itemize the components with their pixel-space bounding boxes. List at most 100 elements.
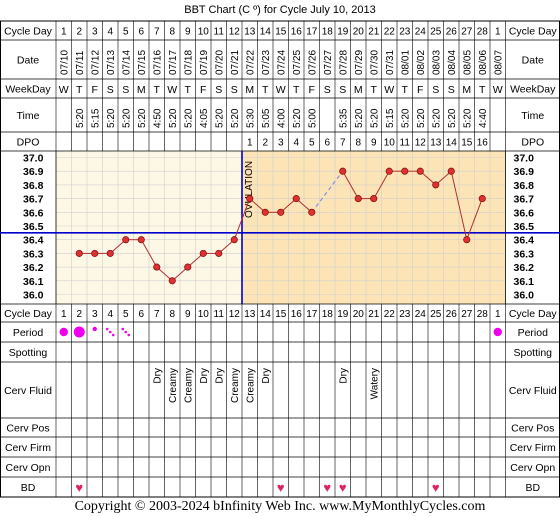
weekday-label: M xyxy=(354,84,363,96)
y-tick-label-left: 37.0 xyxy=(23,153,44,165)
cerv-fluid-entry: Watery xyxy=(369,368,380,399)
cycle-day-number: 17 xyxy=(306,27,318,38)
cycle-day-number: 1 xyxy=(61,309,67,320)
cycle-day-number: 15 xyxy=(275,309,287,320)
time-label: 4:40 xyxy=(478,108,489,128)
row-label-right: Period xyxy=(518,327,549,339)
date-label: 07/25 xyxy=(292,50,303,75)
date-label: 08/04 xyxy=(447,50,458,75)
cerv-fluid-entry: Dry xyxy=(338,368,349,384)
time-label: 5:20 xyxy=(230,108,241,128)
cycle-day-number: 1 xyxy=(495,27,501,38)
weekday-label: S xyxy=(432,84,439,96)
cycle-day-number: 25 xyxy=(430,27,442,38)
temperature-point xyxy=(261,208,269,216)
temperature-line-segment xyxy=(140,239,158,268)
time-label: 4:50 xyxy=(152,108,163,128)
weekday-label: S xyxy=(231,84,238,96)
row-label-left: Date xyxy=(17,55,39,67)
temperature-point xyxy=(463,236,471,244)
row-label-left: Period xyxy=(13,327,44,339)
cycle-day-number: 27 xyxy=(461,309,473,320)
temperature-point xyxy=(184,263,192,271)
cerv-fluid-entry: Dry xyxy=(152,368,163,384)
cycle-day-number: 5 xyxy=(123,309,129,320)
temperature-point xyxy=(246,195,254,203)
weekday-label: W xyxy=(167,84,177,96)
time-label: 5:20 xyxy=(183,108,194,128)
time-label: 5:05 xyxy=(261,108,272,128)
date-label: 07/20 xyxy=(214,50,225,75)
time-label: 5:20 xyxy=(462,108,473,128)
dpo-number: 8 xyxy=(355,138,361,149)
cycle-day-number: 10 xyxy=(198,309,210,320)
row-label-left: Time xyxy=(17,110,40,122)
y-tick-label-left: 36.3 xyxy=(23,248,44,260)
bd-heart-icon: ♥ xyxy=(432,480,440,495)
cycle-day-number: 18 xyxy=(322,27,334,38)
cycle-day-number: 21 xyxy=(368,309,380,320)
cerv-fluid-entry: Dry xyxy=(214,368,225,384)
cycle-day-number: 18 xyxy=(322,309,334,320)
bd-heart-icon: ♥ xyxy=(75,480,83,495)
row-label-right: Cerv Pos xyxy=(511,423,554,435)
weekday-label: T xyxy=(76,84,83,96)
time-label: 5:15 xyxy=(90,108,101,128)
y-tick-label-right: 36.9 xyxy=(514,166,535,178)
weekday-label: S xyxy=(324,84,331,96)
period-marker-spot xyxy=(105,327,109,331)
left-axis-background xyxy=(0,151,56,304)
time-label: 5:00 xyxy=(307,108,318,128)
weekday-label: T xyxy=(154,84,161,96)
row-label-left: Cerv Firm xyxy=(5,442,51,454)
temperature-point xyxy=(122,236,130,244)
date-label: 08/05 xyxy=(462,50,473,75)
weekday-label: S xyxy=(448,84,455,96)
cycle-day-number: 16 xyxy=(291,27,303,38)
time-label: 5:20 xyxy=(168,108,179,128)
row-label-left: Cycle Day xyxy=(4,308,53,320)
bd-heart-icon: ♥ xyxy=(323,480,331,495)
cycle-day-number: 9 xyxy=(185,309,191,320)
period-marker-heavy xyxy=(73,326,85,338)
date-label: 08/07 xyxy=(493,50,504,75)
cerv-fluid-entry: Dry xyxy=(261,368,272,384)
weekday-label: F xyxy=(200,84,206,96)
cycle-day-number: 19 xyxy=(337,309,349,320)
cycle-day-number: 12 xyxy=(229,27,241,38)
row-label-right: Spotting xyxy=(513,347,552,359)
cycle-day-number: 23 xyxy=(399,309,411,320)
cycle-day-number: 12 xyxy=(229,309,241,320)
cycle-day-number: 8 xyxy=(169,27,175,38)
date-label: 08/01 xyxy=(400,50,411,75)
weekday-label: F xyxy=(92,84,98,96)
date-label: 07/19 xyxy=(199,50,210,75)
row-label-right: Cerv Firm xyxy=(510,442,556,454)
row-label-right: Cycle Day xyxy=(509,26,558,38)
cycle-day-number: 8 xyxy=(169,309,175,320)
temperature-point xyxy=(416,167,424,175)
weekday-label: S xyxy=(339,84,346,96)
y-tick-label-left: 36.0 xyxy=(23,290,44,302)
date-label: 08/02 xyxy=(416,50,427,75)
temperature-point xyxy=(91,249,99,257)
cerv-fluid-entry: Creamy xyxy=(245,368,256,403)
dpo-number: 14 xyxy=(446,138,458,149)
cycle-day-number: 21 xyxy=(368,27,380,38)
date-label: 07/22 xyxy=(245,50,256,75)
time-label: 5:20 xyxy=(292,108,303,128)
y-tick-label-left: 36.9 xyxy=(23,166,44,178)
time-label: 5:20 xyxy=(431,108,442,128)
row-label-left: Cerv Fluid xyxy=(4,385,52,397)
date-label: 07/10 xyxy=(59,50,70,75)
y-tick-label-left: 36.4 xyxy=(23,235,44,247)
dpo-number: 6 xyxy=(324,138,330,149)
time-label: 4:05 xyxy=(199,108,210,128)
row-label-right: BD xyxy=(525,482,540,494)
post-ovulation-background xyxy=(242,151,506,304)
temperature-line-segment xyxy=(233,198,251,240)
cycle-day-number: 1 xyxy=(495,309,501,320)
row-label-left: Cerv Pos xyxy=(6,423,49,435)
time-label: 5:20 xyxy=(416,108,427,128)
y-tick-label-right: 36.0 xyxy=(514,290,535,302)
